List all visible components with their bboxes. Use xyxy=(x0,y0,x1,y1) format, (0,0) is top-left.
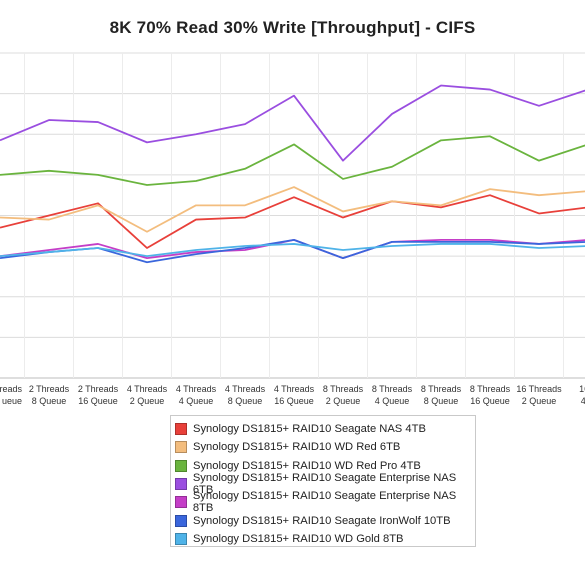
x-tick-label: 2 Queue xyxy=(130,396,165,406)
series-line-7 xyxy=(0,243,585,258)
x-tick-label: 4 Q xyxy=(581,396,585,406)
x-tick-label: 8 Queue xyxy=(228,396,263,406)
grid-lines xyxy=(0,52,585,379)
x-tick-label: 16 T xyxy=(579,384,585,394)
x-tick-label: 4 Threads xyxy=(176,384,217,394)
legend-item: Synology DS1815+ RAID10 WD Red Pro 4TB xyxy=(175,457,475,475)
x-tick-label: 4 Threads xyxy=(127,384,168,394)
x-tick-label: 8 Threads xyxy=(323,384,364,394)
legend-label: Synology DS1815+ RAID10 Seagate NAS 4TB xyxy=(193,423,426,436)
legend-label: Synology DS1815+ RAID10 WD Red Pro 4TB xyxy=(193,459,421,472)
series-lines xyxy=(0,84,585,264)
x-tick-label: 16 Queue xyxy=(274,396,314,406)
x-tick-label: 16 Queue xyxy=(78,396,118,406)
legend-item: Synology DS1815+ RAID10 WD Red 6TB xyxy=(175,438,475,456)
legend-swatch xyxy=(175,514,187,527)
x-tick-label: 16 Queue xyxy=(470,396,510,406)
x-tick-label: 2 Queue xyxy=(326,396,361,406)
legend-label: Synology DS1815+ RAID10 WD Red 6TB xyxy=(193,441,401,454)
legend-item: Synology DS1815+ RAID10 WD Gold 8TB xyxy=(175,530,475,548)
line-chart: hreads ueue 2 Threads 8 Queue 2 Threads 16 Qu… xyxy=(0,52,585,406)
x-tick-label: 8 Queue xyxy=(424,396,459,406)
legend-swatch xyxy=(175,459,187,472)
x-axis-tick-labels: hreads ueue 2 Threads 8 Queue 2 Threads 16 Qu… xyxy=(0,384,585,406)
series-line-2 xyxy=(0,186,585,233)
x-tick-label: 8 Threads xyxy=(470,384,511,394)
x-tick-label: hreads xyxy=(0,384,22,394)
x-tick-label: 8 Threads xyxy=(421,384,462,394)
legend-item: Synology DS1815+ RAID10 Seagate NAS 4TB xyxy=(175,420,475,438)
series-line-3 xyxy=(0,135,585,186)
legend: Synology DS1815+ RAID10 Seagate NAS 4TB S… xyxy=(170,415,476,547)
x-tick-label: 4 Queue xyxy=(179,396,214,406)
series-line-1 xyxy=(0,194,585,249)
x-tick-label: 4 Queue xyxy=(375,396,410,406)
x-tick-label: 8 Queue xyxy=(32,396,67,406)
legend-swatch xyxy=(175,496,187,509)
legend-swatch xyxy=(175,423,187,436)
legend-swatch xyxy=(175,478,187,491)
legend-item: Synology DS1815+ RAID10 Seagate Enterpri… xyxy=(175,490,475,515)
series-line-4 xyxy=(0,84,585,162)
legend-swatch xyxy=(175,441,187,454)
x-tick-label: 2 Threads xyxy=(29,384,70,394)
legend-label: Synology DS1815+ RAID10 Seagate IronWolf… xyxy=(193,514,451,527)
legend-label: Synology DS1815+ RAID10 Seagate Enterpri… xyxy=(192,490,457,515)
x-tick-label: 4 Threads xyxy=(225,384,266,394)
x-tick-label: 16 Threads xyxy=(516,384,562,394)
legend-item: Synology DS1815+ RAID10 Seagate Enterpri… xyxy=(175,472,475,497)
legend-item: Synology DS1815+ RAID10 Seagate IronWolf… xyxy=(175,511,475,529)
x-tick-label: 2 Queue xyxy=(522,396,557,406)
x-tick-label: ueue xyxy=(2,396,22,406)
chart-title: 8K 70% Read 30% Write [Throughput] - CIF… xyxy=(109,18,476,37)
legend-swatch xyxy=(175,532,187,545)
x-tick-label: 4 Threads xyxy=(274,384,315,394)
legend-label: Synology DS1815+ RAID10 WD Gold 8TB xyxy=(193,532,404,545)
x-tick-label: 8 Threads xyxy=(372,384,413,394)
legend-label: Synology DS1815+ RAID10 Seagate Enterpri… xyxy=(192,472,457,497)
x-tick-label: 2 Threads xyxy=(78,384,119,394)
